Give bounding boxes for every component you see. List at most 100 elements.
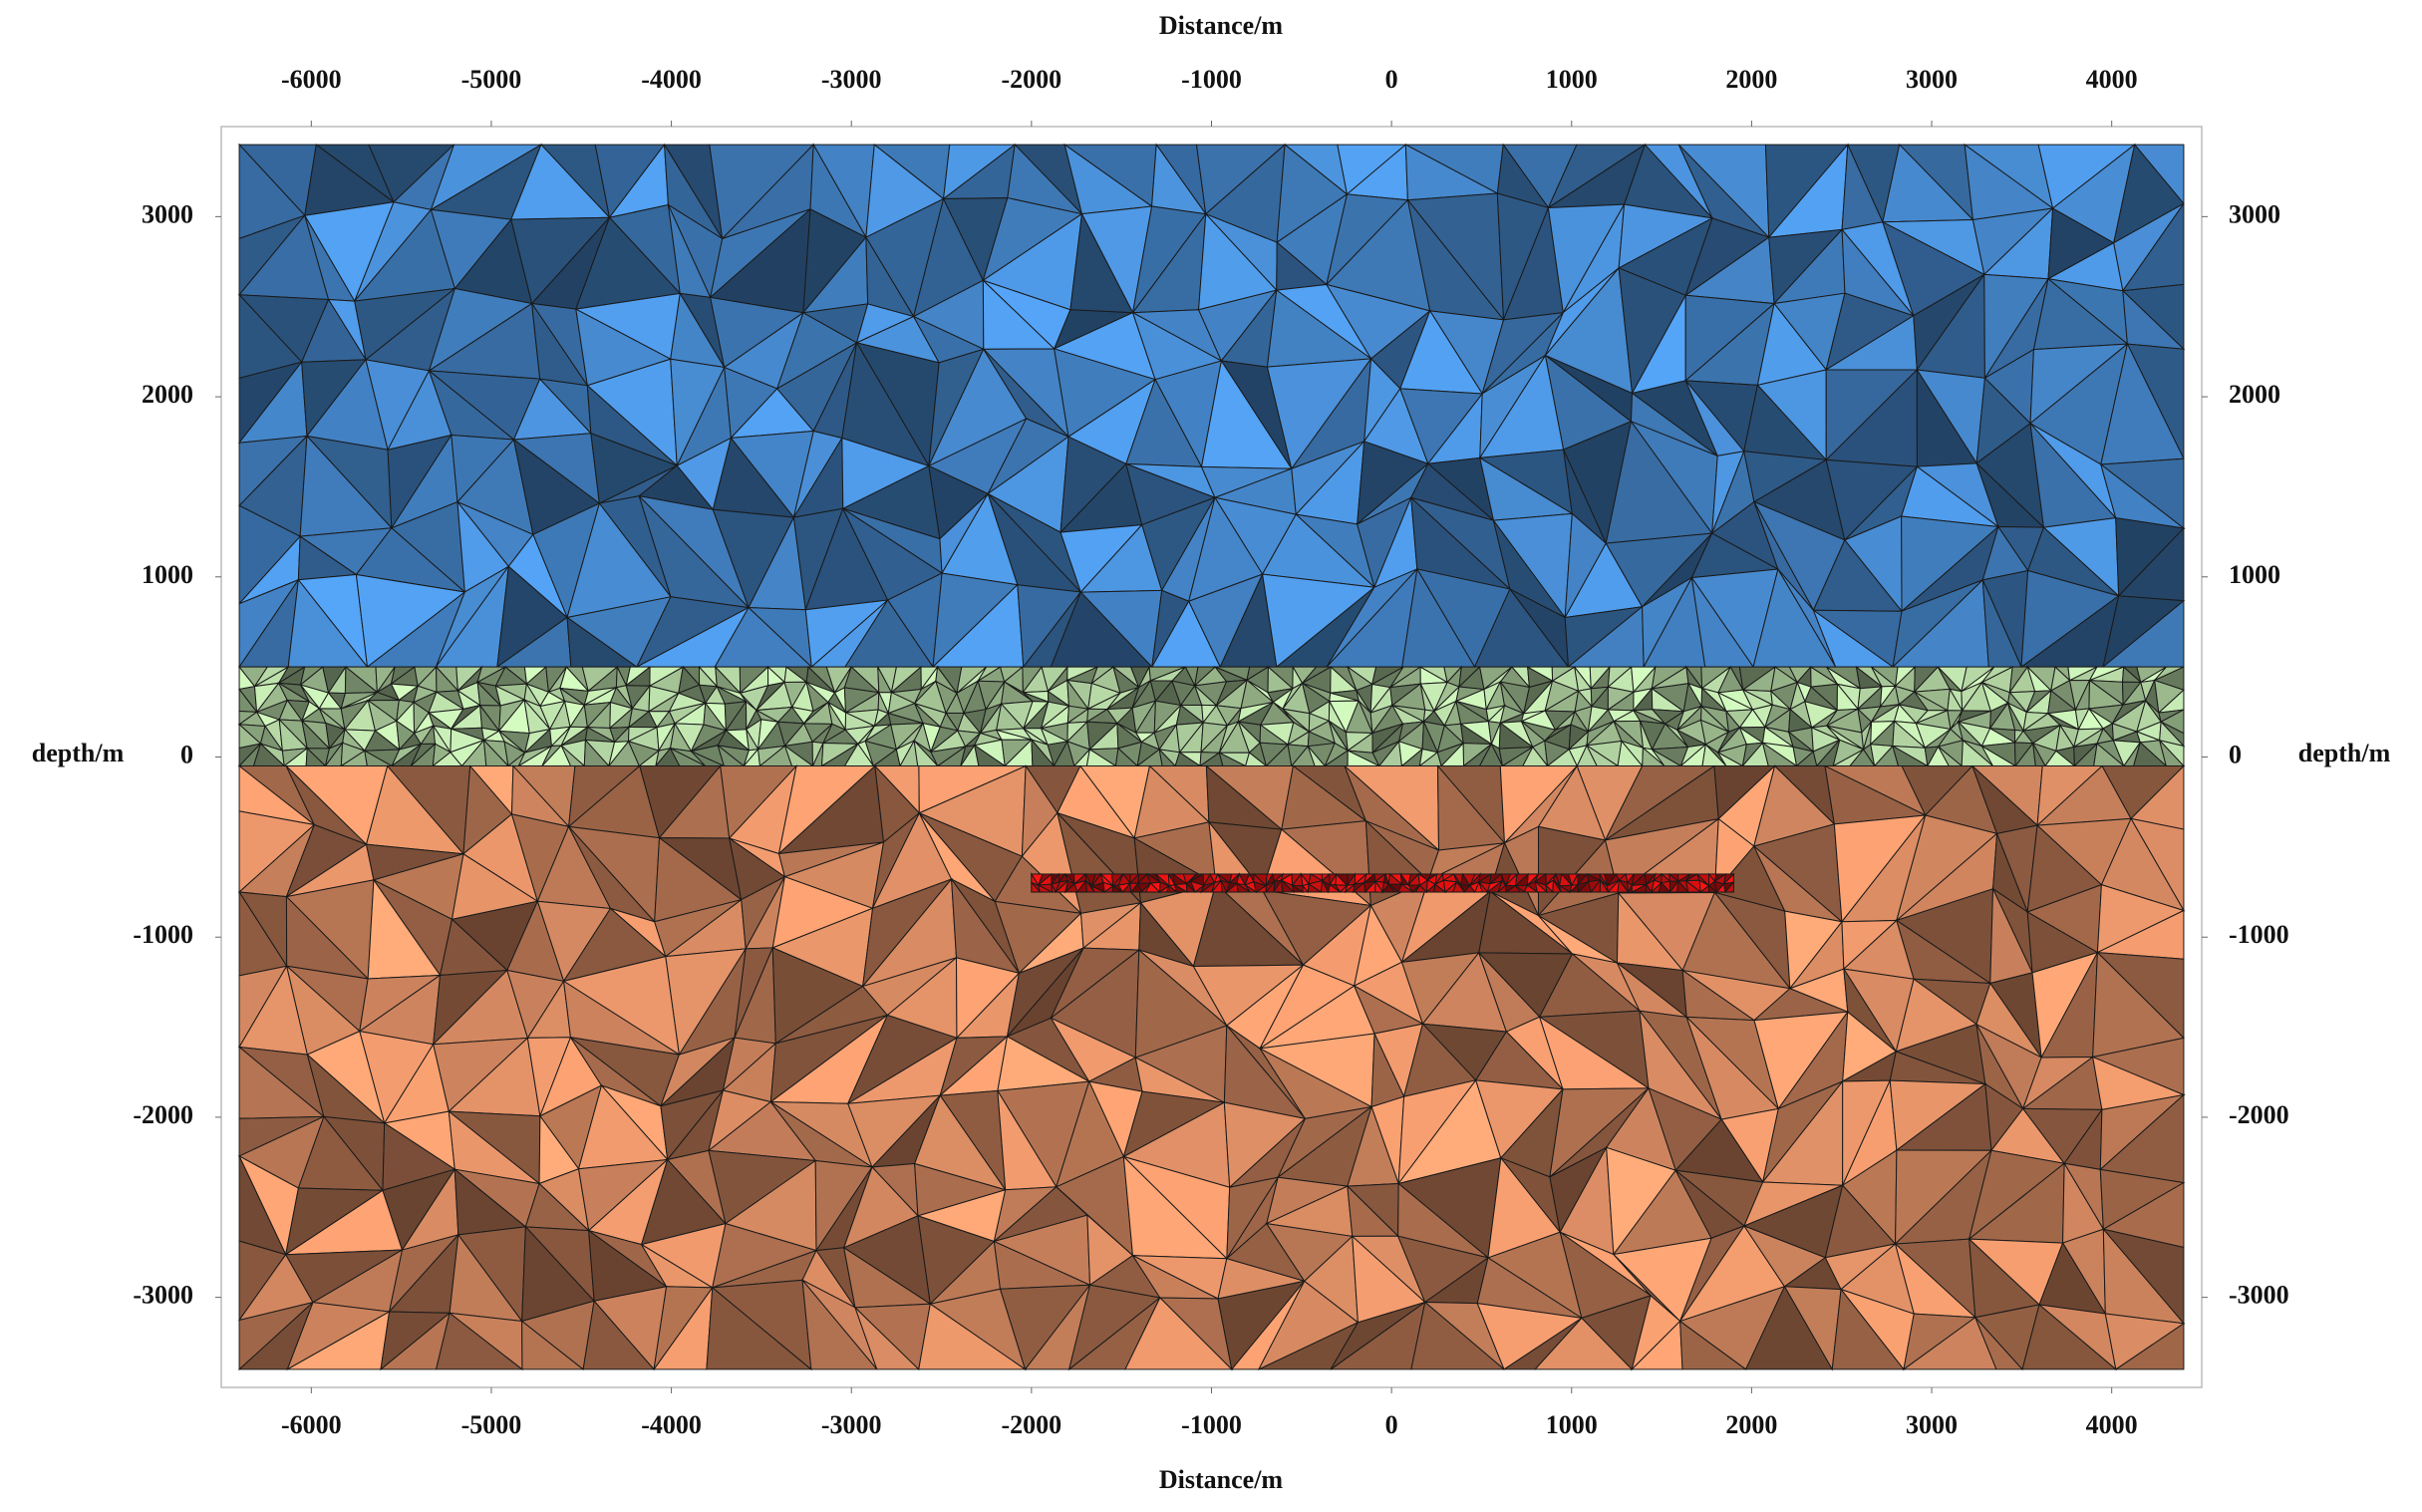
- mesh-cell: [1523, 884, 1540, 893]
- mesh-cell: [1236, 882, 1253, 893]
- mesh-cell: [1451, 880, 1466, 893]
- x-tick-label-top: -4000: [641, 65, 702, 94]
- mesh-cell: [1302, 884, 1310, 893]
- y-tick-label-left: 0: [180, 740, 193, 768]
- mesh-cell: [1037, 884, 1053, 893]
- mesh-cell: [1414, 884, 1428, 893]
- x-tick-label-top: -3000: [821, 65, 882, 94]
- mesh-cell: [1617, 878, 1630, 893]
- y-tick-label-left: 3000: [142, 199, 193, 228]
- region: [237, 763, 2186, 1371]
- region: [237, 665, 2186, 768]
- body: [1030, 872, 1735, 894]
- mesh-cell: [1144, 882, 1161, 893]
- mesh-cell: [1387, 883, 1400, 893]
- x-tick-label-top: 0: [1385, 65, 1398, 94]
- y-tick-label-right: -2000: [2229, 1100, 2289, 1129]
- mesh-cell: [521, 1320, 585, 1370]
- region: [237, 143, 2186, 670]
- x-tick-label-top: -2000: [1002, 65, 1062, 94]
- mesh-cell: [1545, 883, 1555, 893]
- x-tick-label-top: 1000: [1546, 65, 1598, 94]
- mesh-cell: [1684, 879, 1702, 893]
- mesh-cell: [1111, 884, 1125, 893]
- mesh-cell: [1552, 878, 1562, 893]
- mesh-cell: [1173, 883, 1189, 893]
- mesh-cell: [1723, 880, 1734, 893]
- y-tick-label-right: 0: [2229, 740, 2242, 768]
- mesh-cell: [1397, 883, 1414, 893]
- y-tick-label-left: -2000: [133, 1100, 193, 1129]
- y-tick-label-right: 1000: [2229, 560, 2280, 589]
- x-tick-label-top: 2000: [1725, 65, 1777, 94]
- x-tick-label-top: -6000: [281, 65, 342, 94]
- mesh-cell: [1320, 879, 1330, 893]
- mesh-cell: [1534, 1317, 1634, 1370]
- y-tick-label-right: -3000: [2229, 1281, 2289, 1310]
- y-axis-title-left: depth/m: [32, 739, 125, 767]
- mesh-cell: [918, 1303, 1028, 1370]
- y-tick-label-left: -1000: [133, 920, 193, 949]
- mesh-cell: [1974, 1317, 2024, 1370]
- x-tick-label-top: -5000: [461, 65, 522, 94]
- mesh-cell: [582, 1300, 656, 1370]
- mesh-cell: [1124, 1297, 1233, 1370]
- mesh-cell: [1599, 878, 1610, 893]
- x-tick-label-bottom: 3000: [1906, 1410, 1958, 1439]
- mesh-cell: [2021, 1304, 2118, 1370]
- mesh-cell: [1707, 884, 1718, 893]
- mesh-cell: [706, 1286, 813, 1370]
- mesh-cell: [1084, 878, 1096, 893]
- mesh-cell: [1744, 1285, 1834, 1370]
- mesh-cell: [1090, 885, 1105, 893]
- mesh-cell: [1679, 1320, 1748, 1370]
- y-tick-label-right: 2000: [2229, 380, 2280, 409]
- x-tick-label-bottom: 2000: [1725, 1410, 1777, 1439]
- mesh-cell: [1291, 884, 1305, 893]
- mesh-cell: [1534, 880, 1549, 893]
- x-tick-label-bottom: -3000: [821, 1410, 882, 1439]
- mesh-cell: [1185, 882, 1197, 893]
- mesh-cell: [1280, 878, 1296, 893]
- mesh-cell: [1433, 883, 1447, 893]
- mesh-cell: [1220, 880, 1228, 893]
- x-tick-label-bottom: -6000: [281, 1410, 342, 1439]
- x-axis-title-bottom: Distance/m: [1159, 1465, 1284, 1494]
- mesh-cell: [1478, 881, 1489, 893]
- mesh-cell: [1645, 882, 1653, 893]
- y-tick-label-left: 1000: [142, 560, 193, 589]
- mesh-cell: [1165, 885, 1178, 893]
- mesh-cell: [1031, 881, 1042, 893]
- x-tick-label-bottom: -2000: [1002, 1410, 1062, 1439]
- mesh-cell: [854, 1307, 920, 1370]
- x-tick-label-bottom: -4000: [641, 1410, 702, 1439]
- x-axis-title-top: Distance/m: [1159, 11, 1284, 40]
- x-tick-label-bottom: -5000: [461, 1410, 522, 1439]
- x-tick-label-bottom: 0: [1385, 1410, 1398, 1439]
- x-tick-label-top: -1000: [1181, 65, 1242, 94]
- mesh-cell: [1244, 884, 1259, 893]
- mesh-cell: [1307, 883, 1324, 893]
- y-tick-label-left: -3000: [133, 1281, 193, 1310]
- mesh-cell: [1558, 884, 1573, 893]
- mesh-cell: [2114, 1322, 2185, 1370]
- x-tick-label-bottom: 1000: [1546, 1410, 1598, 1439]
- mesh-cell: [1676, 880, 1690, 893]
- mesh-cell: [1327, 883, 1343, 893]
- mesh-cell: [1051, 883, 1058, 893]
- x-tick-label-bottom: 4000: [2086, 1410, 2138, 1439]
- x-tick-label-top: 4000: [2086, 65, 2138, 94]
- y-tick-label-left: 2000: [142, 380, 193, 409]
- y-axis-title-right: depth/m: [2298, 739, 2391, 767]
- mesh-cell: [1410, 1301, 1506, 1370]
- mesh-cell: [435, 1312, 524, 1370]
- mesh-cell: [1831, 1288, 1905, 1370]
- mesh-cell: [1374, 879, 1384, 893]
- y-tick-label-right: 3000: [2229, 199, 2280, 228]
- x-tick-label-bottom: -1000: [1181, 1410, 1242, 1439]
- mesh-cell: [1658, 881, 1671, 893]
- x-tick-label-top: 3000: [1906, 65, 1958, 94]
- mesh-cell: [801, 1278, 878, 1370]
- y-tick-label-right: -1000: [2229, 920, 2289, 949]
